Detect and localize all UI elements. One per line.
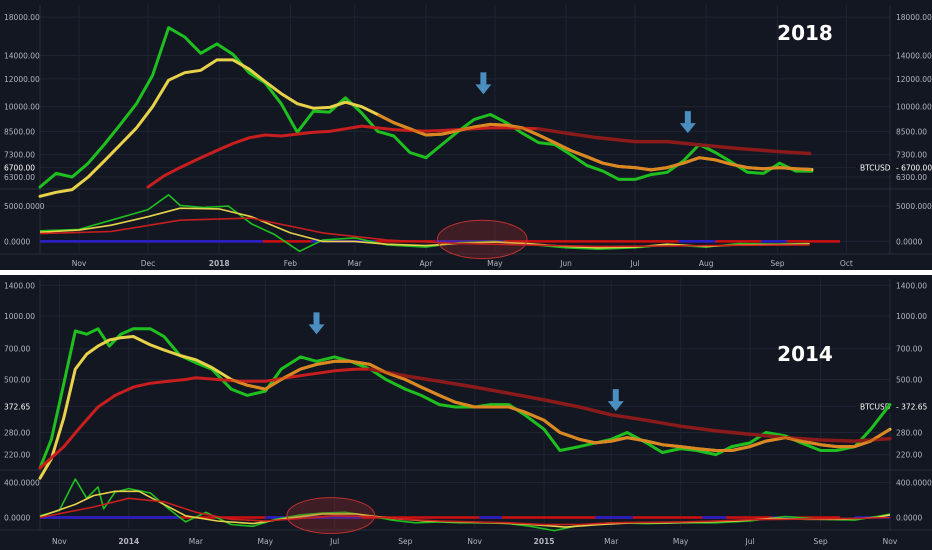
x-tick-label: Jul bbox=[629, 259, 639, 268]
price-tick-label: 6700.00 bbox=[4, 164, 35, 173]
x-tick-label: Mar bbox=[348, 259, 363, 268]
x-tick-label: Jul bbox=[745, 537, 755, 546]
panel-separator bbox=[0, 270, 932, 275]
y-tick-label: 12000.00 bbox=[4, 75, 40, 84]
x-tick-label: Sep bbox=[814, 537, 828, 546]
osc-slow-line bbox=[39, 497, 891, 526]
x-tick-label: May bbox=[673, 537, 689, 546]
y-tick-label: 18000.00 bbox=[4, 13, 40, 22]
fast-ma-line bbox=[38, 327, 892, 470]
highlight-ellipse bbox=[436, 219, 528, 260]
chart-2018: 18000.00 18000.00 14000.00 14000.00 12000.00… bbox=[0, 5, 932, 268]
y-tick-label: 500.00 bbox=[4, 375, 30, 384]
y-tick-label: 12000.00 bbox=[896, 75, 932, 84]
y-tick-label: 10000.00 bbox=[4, 103, 40, 112]
price-tick-label: 372.65 bbox=[4, 402, 30, 411]
y-tick-label: 7300.00 bbox=[4, 151, 35, 160]
y-tick-label: 1000.00 bbox=[4, 312, 35, 321]
y-tick-label: 10000.00 bbox=[896, 103, 932, 112]
long-ma-line bbox=[368, 367, 892, 443]
y-tick-label: 1000.00 bbox=[896, 312, 927, 321]
y-tick-label: 700.00 bbox=[896, 345, 922, 354]
price-value-label: - 372.65 bbox=[896, 402, 928, 411]
symbol-label: BTCUSD bbox=[860, 164, 891, 173]
y-tick-label: 8500.00 bbox=[4, 127, 35, 136]
osc-tick-label: 0.0000 bbox=[4, 514, 30, 523]
price-badge-right bbox=[856, 161, 932, 174]
medium-ma-overlay bbox=[230, 359, 891, 452]
y-tick-label: 18000.00 bbox=[896, 13, 932, 22]
osc-tick-label: 400.0000 bbox=[4, 479, 40, 488]
osc-medium-line bbox=[39, 207, 810, 249]
y-tick-label: 220.00 bbox=[4, 451, 30, 460]
x-tick-label: May bbox=[258, 537, 274, 546]
osc-tick-label: 0.0000 bbox=[896, 237, 922, 246]
long-ma-line bbox=[536, 127, 812, 156]
x-tick-label: Nov bbox=[72, 259, 87, 268]
x-tick-label: Apr bbox=[419, 259, 433, 268]
fast-ma-line bbox=[38, 26, 814, 189]
osc-tick-label: 0.0000 bbox=[4, 237, 30, 246]
x-tick-label: Mar bbox=[604, 537, 619, 546]
price-badge-right bbox=[856, 400, 932, 413]
x-tick-label: Nov bbox=[467, 537, 482, 546]
year-label: 2018 bbox=[777, 21, 833, 45]
osc-tick-label: 0.0000 bbox=[896, 514, 922, 523]
x-tick-label: Dec bbox=[141, 259, 156, 268]
down-arrow-icon bbox=[607, 389, 624, 412]
y-tick-label: 1400.00 bbox=[896, 281, 927, 290]
slow-ma-line bbox=[38, 367, 372, 470]
x-tick-label: Nov bbox=[52, 537, 67, 546]
symbol-label: BTCUSD bbox=[860, 402, 891, 411]
x-tick-label: 2015 bbox=[534, 537, 555, 546]
osc-slow-line bbox=[39, 217, 810, 248]
down-arrow-icon bbox=[679, 111, 696, 134]
osc-tick-label: 5000.0000 bbox=[896, 202, 932, 211]
osc-tick-label: 5000.0000 bbox=[4, 202, 45, 211]
x-tick-label: Mar bbox=[189, 537, 204, 546]
x-tick-label: Jul bbox=[329, 537, 339, 546]
x-tick-label: May bbox=[487, 259, 503, 268]
medium-ma-overlay bbox=[377, 113, 812, 172]
price-value-label: - 6700.00 bbox=[896, 164, 932, 173]
highlight-ellipse bbox=[286, 497, 376, 534]
x-tick-label: Feb bbox=[284, 259, 298, 268]
y-tick-label: 7300.00 bbox=[896, 151, 927, 160]
y-tick-label: 1400.00 bbox=[4, 281, 35, 290]
y-tick-label: 700.00 bbox=[4, 345, 30, 354]
y-tick-label: 8500.00 bbox=[896, 127, 927, 136]
x-tick-label: Aug bbox=[699, 259, 714, 268]
year-label: 2014 bbox=[777, 342, 833, 366]
x-tick-label: Sep bbox=[398, 537, 412, 546]
y-tick-label: 220.00 bbox=[896, 451, 922, 460]
x-tick-label: Sep bbox=[770, 259, 784, 268]
x-tick-label: 2014 bbox=[118, 537, 139, 546]
x-tick-label: Oct bbox=[840, 259, 853, 268]
y-tick-label: 280.00 bbox=[4, 429, 30, 438]
y-tick-label: 6300.00 bbox=[4, 173, 35, 182]
y-tick-label: 6300.00 bbox=[896, 173, 927, 182]
price-badge-left bbox=[1, 400, 39, 413]
price-badge-left bbox=[1, 161, 39, 174]
x-tick-label: Jun bbox=[559, 259, 572, 268]
down-arrow-icon bbox=[475, 72, 492, 95]
osc-tick-label: 400.0000 bbox=[896, 479, 932, 488]
slow-ma-line bbox=[146, 124, 540, 189]
y-tick-label: 500.00 bbox=[896, 375, 922, 384]
y-tick-label: 14000.00 bbox=[896, 51, 932, 60]
y-tick-label: 14000.00 bbox=[4, 51, 40, 60]
x-tick-label: 2018 bbox=[209, 259, 230, 268]
down-arrow-icon bbox=[308, 312, 325, 335]
y-tick-label: 280.00 bbox=[896, 429, 922, 438]
x-tick-label: Nov bbox=[883, 537, 898, 546]
chart-2014: 1400.00 1400.00 1000.00 1000.00 700.00 700.00… bbox=[0, 279, 932, 546]
